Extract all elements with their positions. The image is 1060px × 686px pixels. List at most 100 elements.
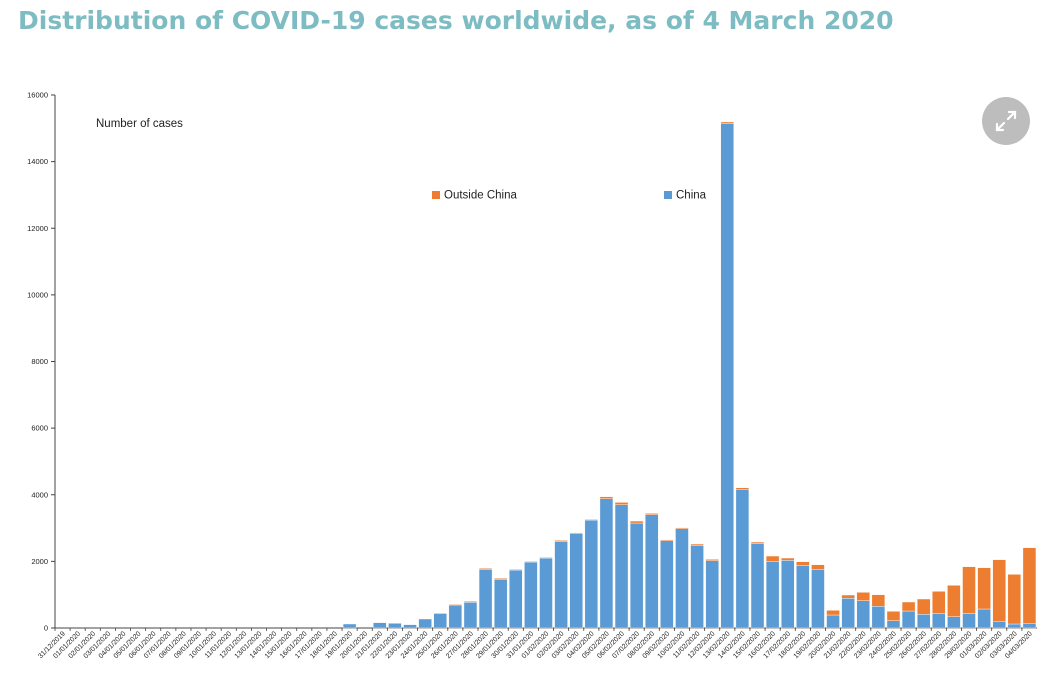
bar-china: [539, 557, 553, 629]
bar-china: [584, 519, 599, 629]
bar-outside-china: [901, 601, 916, 612]
bar-china: [433, 613, 447, 629]
bar-china: [901, 610, 916, 629]
legend-item: China: [664, 190, 707, 202]
y-tick-label: 4000: [31, 490, 48, 499]
y-axis: 0 2000 4000 6000 8000 10000 12000 14000 16000: [27, 91, 56, 633]
bar-china: [418, 618, 432, 629]
bar-outside-china: [765, 555, 780, 562]
bar-outside-china: [962, 566, 976, 614]
bar-outside-china: [781, 557, 795, 561]
bar-china: [675, 528, 689, 629]
y-tick-label: 16000: [27, 91, 48, 100]
expand-arrows-icon: [995, 110, 1017, 132]
bar-china: [826, 614, 840, 629]
bar-china: [524, 561, 538, 629]
y-tick-label: 0: [44, 624, 48, 633]
bar-china: [493, 579, 508, 629]
bar-outside-china: [539, 557, 553, 559]
bar-outside-china: [916, 598, 931, 615]
bar-china: [403, 624, 417, 629]
bar-china: [992, 621, 1006, 629]
bar-outside-china: [509, 569, 523, 571]
legend-label: Outside China: [444, 190, 517, 202]
bar-outside-china: [750, 541, 765, 544]
bar-outside-china: [1022, 547, 1037, 624]
bar-outside-china: [493, 578, 508, 580]
bar-china: [871, 606, 886, 629]
bar-outside-china: [977, 567, 991, 610]
bar-china: [977, 608, 991, 629]
bars: [342, 121, 1037, 629]
bar-china: [569, 533, 583, 629]
y-tick-label: 10000: [27, 290, 48, 299]
bar-outside-china: [629, 520, 644, 524]
y-tick-label: 2000: [31, 557, 48, 566]
legend-swatch: [664, 191, 672, 199]
y-tick-label: 8000: [31, 357, 48, 366]
bar-china: [962, 613, 976, 629]
bar-outside-china: [660, 539, 674, 541]
bar-outside-china: [796, 561, 810, 566]
bar-china: [720, 123, 734, 629]
bar-outside-china: [841, 594, 855, 599]
bar-china: [599, 498, 614, 629]
legend: Outside China China: [432, 190, 707, 202]
bar-outside-china: [554, 540, 568, 542]
bar-china: [554, 541, 568, 629]
bar-china: [765, 561, 780, 629]
bar-china: [796, 565, 810, 629]
bar-china: [841, 598, 855, 629]
bar-china: [856, 600, 870, 629]
bar-china: [645, 514, 659, 629]
legend-label: China: [676, 190, 707, 202]
legend-swatch: [432, 191, 440, 199]
bar-outside-china: [599, 496, 614, 499]
bar-outside-china: [856, 592, 870, 601]
bar-outside-china: [524, 561, 538, 563]
bar-outside-china: [932, 591, 946, 614]
bar-outside-china: [735, 487, 750, 490]
bar-china: [705, 560, 719, 629]
page-title: Distribution of COVID-19 cases worldwide…: [18, 6, 894, 35]
bar-outside-china: [569, 532, 583, 534]
bar-china: [373, 622, 387, 629]
y-axis-label: Number of cases: [96, 118, 183, 130]
bar-china: [342, 623, 357, 629]
bar-china: [750, 543, 765, 629]
bar-outside-china: [433, 612, 447, 614]
bar-china: [886, 620, 901, 629]
bar-outside-china: [478, 568, 493, 570]
bar-outside-china: [448, 604, 463, 606]
bar-outside-china: [463, 601, 478, 603]
expand-button[interactable]: [982, 97, 1030, 145]
bar-outside-china: [675, 527, 689, 529]
bar-china: [509, 569, 523, 629]
bar-china: [1007, 623, 1022, 629]
y-tick-label: 12000: [27, 224, 48, 233]
bar-china: [690, 545, 704, 629]
bar-china: [932, 613, 946, 629]
bar-china: [478, 569, 493, 629]
bar-china: [463, 602, 478, 629]
bar-outside-china: [886, 611, 901, 621]
y-tick-label: 6000: [31, 424, 48, 433]
bar-outside-china: [584, 519, 599, 521]
bar-outside-china: [1007, 574, 1022, 625]
bar-outside-china: [614, 502, 629, 505]
legend-item: Outside China: [432, 190, 517, 202]
bar-outside-china: [720, 121, 734, 124]
bar-outside-china: [645, 513, 659, 515]
bar-outside-china: [690, 543, 704, 546]
bar-china: [735, 489, 750, 629]
bar-outside-china: [871, 594, 886, 607]
y-tick-label: 14000: [27, 157, 48, 166]
bar-china: [614, 504, 629, 629]
bar-outside-china: [705, 559, 719, 561]
bar-china: [811, 569, 825, 629]
bar-outside-china: [947, 585, 961, 617]
x-axis: 31/12/201901/01/202002/01/202003/01/2020…: [37, 627, 1037, 660]
bar-china: [660, 540, 674, 629]
bar-china: [448, 604, 463, 629]
